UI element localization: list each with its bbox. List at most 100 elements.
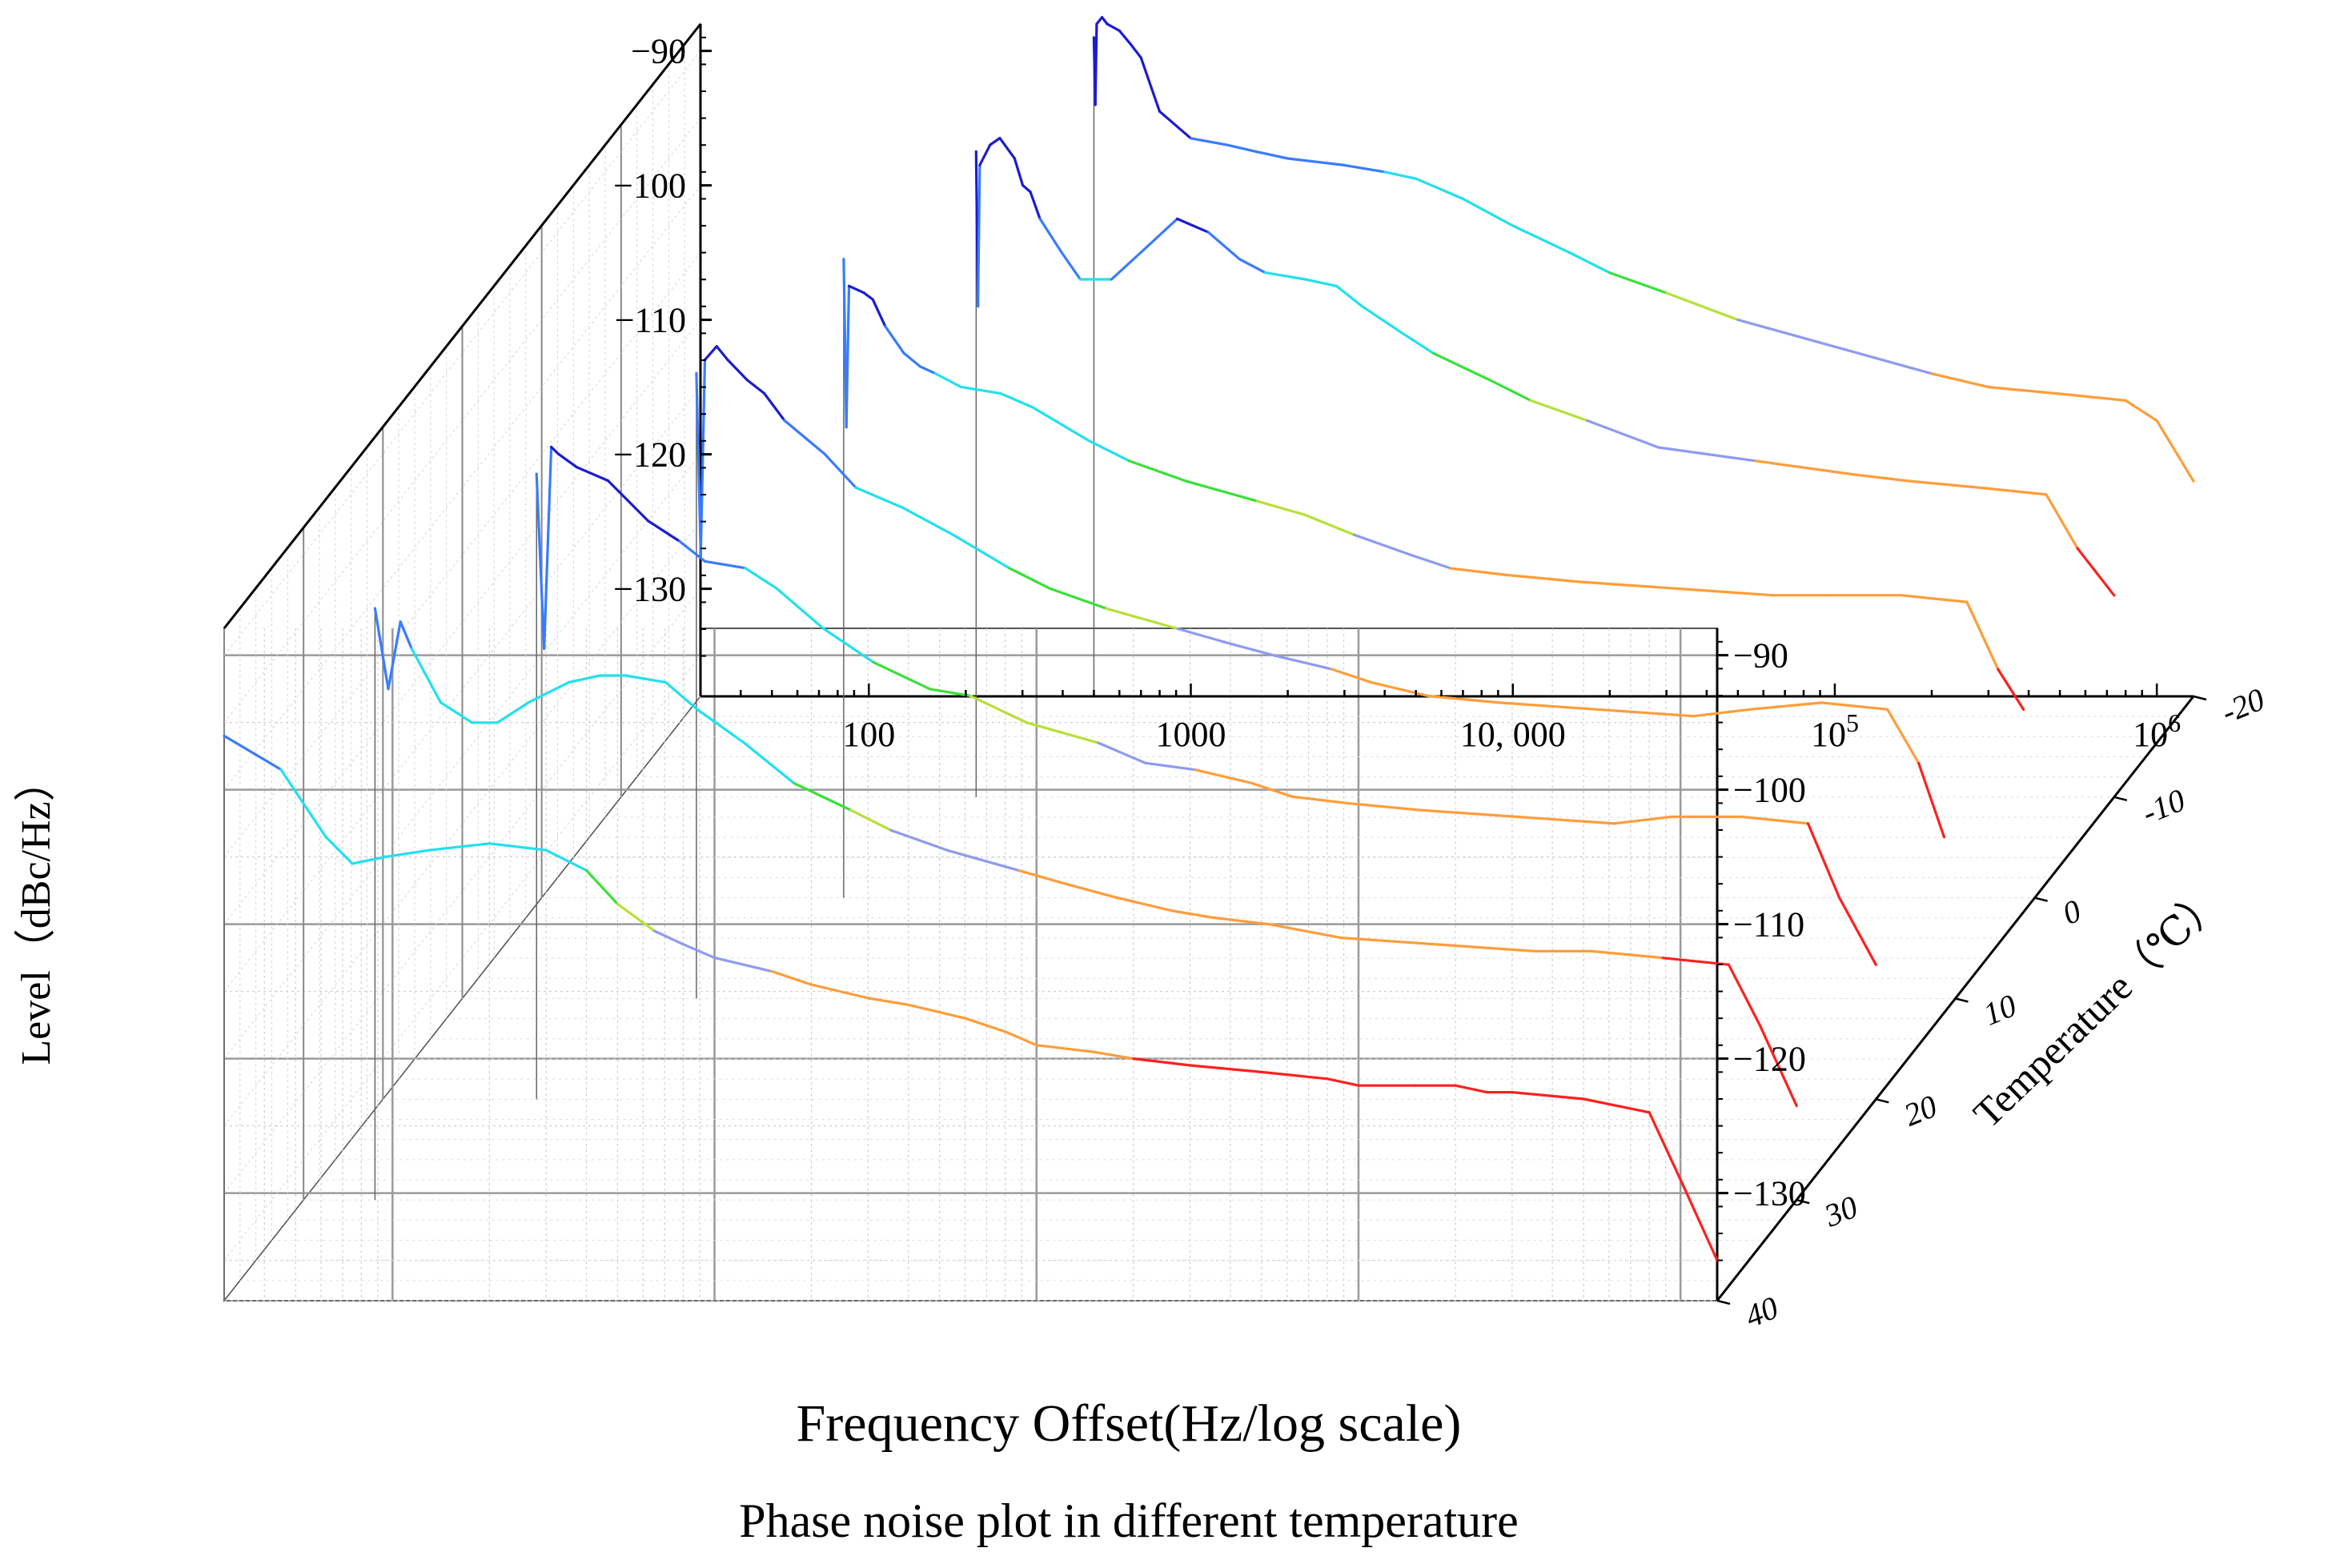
series-segment <box>1727 963 1761 1027</box>
series-30 ℃ <box>373 607 1798 1201</box>
series-segment <box>549 445 560 455</box>
series-segment <box>1427 694 1502 704</box>
series-segment <box>919 365 937 375</box>
series-segment <box>678 539 707 563</box>
series-segment <box>1194 768 1254 785</box>
x-tick-label: 1000 <box>1156 715 1226 754</box>
series-segment <box>1608 271 1668 295</box>
series-segment <box>1675 587 1775 597</box>
series-segment <box>1211 916 1271 926</box>
series-segment <box>1097 741 1147 764</box>
series-segment <box>1736 319 1836 348</box>
series-segment <box>726 358 749 382</box>
series-segment <box>616 902 656 932</box>
series-segment <box>1567 251 1612 275</box>
x-tick-label: 100 <box>842 715 895 754</box>
series-segment <box>1908 479 1982 490</box>
series-40 ℃ <box>223 734 1719 1301</box>
series-segment <box>999 392 1034 409</box>
series-segment <box>1431 351 1492 382</box>
series-segment <box>769 969 813 986</box>
series-segment <box>1286 157 1347 166</box>
series-segment <box>1008 567 1051 590</box>
series-segment <box>2155 419 2195 483</box>
series-segment <box>907 1003 967 1020</box>
series-segment <box>1048 587 1108 610</box>
series-segment <box>989 137 1001 146</box>
series-segment <box>2076 547 2116 597</box>
series-segment <box>1176 627 1226 644</box>
series-segment <box>1590 949 1664 960</box>
series-segment <box>1436 943 1536 953</box>
series-segment <box>584 868 620 906</box>
series-segment <box>695 371 702 556</box>
series-segment <box>1997 668 2025 712</box>
series-segment <box>1409 553 1453 570</box>
series-segment <box>1158 110 1193 140</box>
z-tick-mark <box>1876 1098 1889 1104</box>
series-segment <box>1268 923 1343 940</box>
series-segment <box>1091 1050 1135 1061</box>
series-segment <box>1758 1024 1798 1108</box>
z-tick-label: 40 <box>1740 1289 1784 1335</box>
series-segment <box>1146 217 1179 247</box>
series-segment <box>1189 137 1230 146</box>
series-segment <box>1087 439 1130 463</box>
chart-series <box>223 16 2195 1301</box>
series-segment <box>854 486 905 509</box>
series-segment <box>1263 271 1307 281</box>
series-segment <box>1330 668 1373 684</box>
series-segment <box>1679 1178 1719 1262</box>
series-segment <box>1175 217 1210 234</box>
series-segment <box>1833 345 1933 375</box>
series-segment <box>2058 392 2127 402</box>
series-segment <box>872 660 932 691</box>
series-20 ℃ <box>535 445 1877 1100</box>
series-segment <box>1582 1097 1651 1114</box>
series-segment <box>351 855 387 865</box>
top-left-edge <box>223 23 702 629</box>
series-segment <box>1004 1030 1038 1047</box>
series-segment <box>1290 795 1351 805</box>
series-segment <box>998 137 1016 160</box>
series-segment <box>744 567 778 590</box>
series-segment <box>488 842 548 852</box>
series-segment <box>823 452 857 489</box>
series-segment <box>1400 331 1435 355</box>
series-segment <box>1917 761 1946 839</box>
series-segment <box>976 163 981 308</box>
series-segment <box>1129 42 1142 59</box>
z-tick-label: 10 <box>1978 987 2021 1033</box>
z-tick-mark <box>1716 1299 1731 1305</box>
series-segment <box>535 472 546 651</box>
series-segment <box>847 284 865 295</box>
series-segment <box>821 627 875 664</box>
series-segment <box>1100 16 1109 26</box>
series-segment <box>1026 721 1100 744</box>
series-10 ℃ <box>695 345 1946 999</box>
series-segment <box>1038 217 1063 254</box>
series-segment <box>969 694 1029 724</box>
series-segment <box>1498 701 1599 711</box>
series-segment <box>1419 808 1519 819</box>
series-segment <box>1740 815 1810 825</box>
series-segment <box>1206 231 1242 261</box>
y-tick-label-right: −100 <box>1733 771 1806 810</box>
series-segment <box>929 688 972 697</box>
series-segment <box>556 452 579 469</box>
series-segment <box>1595 708 1696 718</box>
series-0 ℃ <box>842 258 2025 898</box>
series-segment <box>1273 654 1333 671</box>
series-segment <box>1094 22 1098 106</box>
series-segment <box>1979 486 2048 496</box>
series-segment <box>543 445 553 651</box>
series-segment <box>849 808 893 832</box>
series-segment <box>279 768 327 839</box>
series-segment <box>1127 459 1187 483</box>
series-segment <box>1820 701 1889 711</box>
series-segment <box>1118 29 1132 46</box>
series-segment <box>1900 594 1969 604</box>
series-segment <box>1095 16 1104 26</box>
series-segment <box>745 379 766 395</box>
series-segment <box>951 533 1011 570</box>
